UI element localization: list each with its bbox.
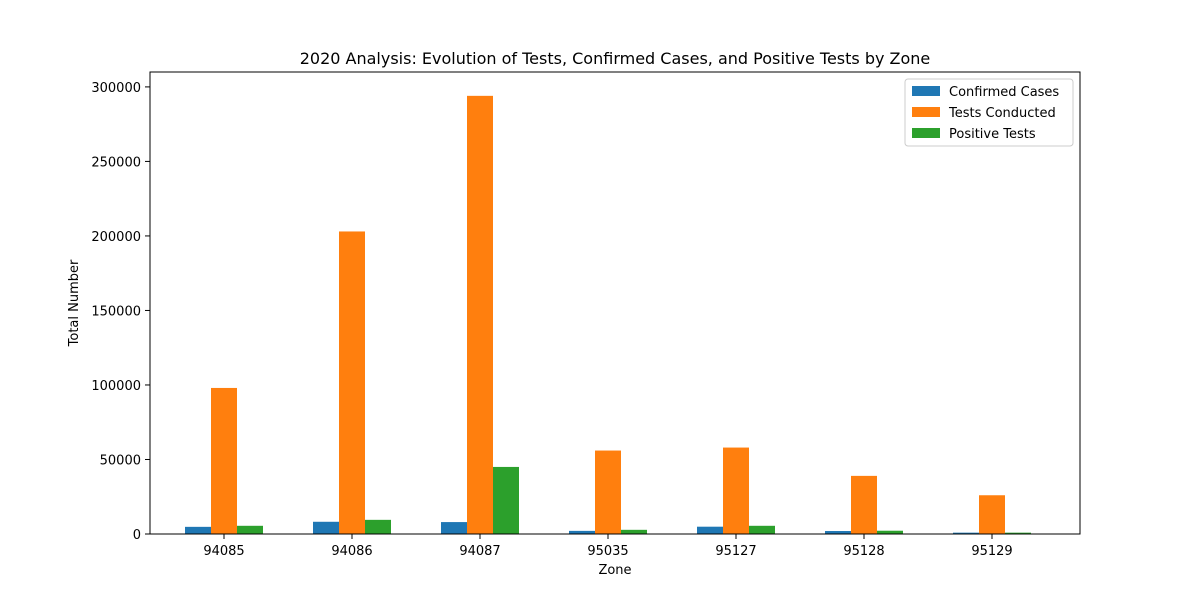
bar-positive-tests-95127 — [749, 525, 775, 534]
y-tick-label: 0 — [133, 528, 141, 543]
bar-tests-conducted-95129 — [979, 495, 1005, 534]
bar-confirmed-cases-95035 — [569, 530, 595, 534]
y-axis-label: Total Number — [67, 259, 82, 347]
bar-positive-tests-95035 — [621, 529, 647, 534]
legend-label-tests-conducted: Tests Conducted — [948, 106, 1056, 121]
bar-positive-tests-94086 — [365, 519, 391, 534]
bar-positive-tests-94087 — [493, 466, 519, 534]
bar-confirmed-cases-94086 — [313, 521, 339, 534]
bar-tests-conducted-95127 — [723, 447, 749, 534]
bar-tests-conducted-95035 — [595, 450, 621, 534]
bars-layer — [185, 95, 1031, 535]
bar-tests-conducted-95128 — [851, 475, 877, 534]
bar-confirmed-cases-95127 — [697, 526, 723, 534]
legend-swatch-confirmed-cases — [912, 86, 940, 96]
x-tick-label: 95127 — [715, 544, 756, 559]
x-tick-label: 95129 — [971, 544, 1012, 559]
bar-tests-conducted-94087 — [467, 95, 493, 535]
bar-tests-conducted-94086 — [339, 231, 365, 534]
legend-swatch-tests-conducted — [912, 107, 940, 117]
y-tick-label: 150000 — [91, 304, 141, 319]
y-tick-label: 250000 — [91, 155, 141, 170]
y-tick-label: 300000 — [91, 81, 141, 96]
y-tick-label: 50000 — [100, 453, 141, 468]
legend-label-positive-tests: Positive Tests — [949, 127, 1036, 142]
plot-frame — [149, 71, 1081, 535]
axes-layer: 0 50000 100000 150000 200000 250000 300000 9408… — [91, 71, 1081, 559]
legend-swatch-positive-tests — [912, 128, 940, 138]
bar-positive-tests-94085 — [237, 525, 263, 534]
legend-label-confirmed-cases: Confirmed Cases — [949, 85, 1059, 100]
x-axis-label: Zone — [598, 563, 631, 578]
bar-tests-conducted-94085 — [211, 387, 237, 534]
chart-title: 2020 Analysis: Evolution of Tests, Confi… — [300, 49, 931, 68]
y-tick-label: 200000 — [91, 230, 141, 245]
x-tick-label: 95128 — [843, 544, 884, 559]
bar-confirmed-cases-94087 — [441, 522, 467, 534]
x-tick-label: 94086 — [331, 544, 372, 559]
y-tick-label: 100000 — [91, 379, 141, 394]
x-tick-label: 95035 — [587, 544, 628, 559]
legend-box — [904, 78, 1074, 147]
x-tick-label: 94087 — [459, 544, 500, 559]
legend: Confirmed Cases Tests Conducted Positive T… — [904, 78, 1074, 147]
bar-positive-tests-95128 — [877, 530, 903, 534]
x-tick-label: 94085 — [203, 544, 244, 559]
bar-confirmed-cases-95128 — [825, 531, 851, 534]
bar-confirmed-cases-94085 — [185, 526, 211, 534]
bar-confirmed-cases-95129 — [953, 532, 979, 534]
bar-positive-tests-95129 — [1005, 532, 1031, 534]
